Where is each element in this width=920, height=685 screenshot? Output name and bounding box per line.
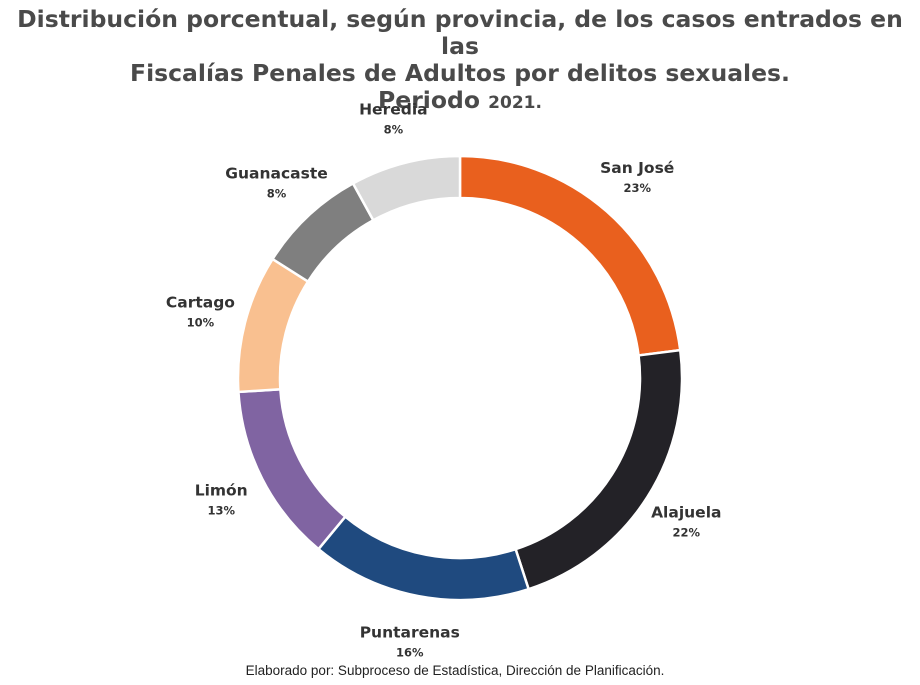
slice-label-limon: Limón 13% <box>195 482 248 518</box>
slice-label-cartago: Cartago 10% <box>166 293 235 329</box>
chart-title-period-word: Periodo <box>378 86 480 114</box>
donut-slice-limon <box>237 387 348 551</box>
category-label: Guanacaste <box>225 165 328 183</box>
donut-slices <box>236 154 684 602</box>
category-label: Puntarenas <box>360 623 460 641</box>
value-label: 8% <box>384 122 404 136</box>
value-label: 13% <box>207 504 235 518</box>
donut-slice-heredia <box>351 154 462 222</box>
value-label: 23% <box>623 181 651 195</box>
value-label: 22% <box>673 526 701 540</box>
slice-label-guanacaste: Guanacaste 8% <box>225 165 328 201</box>
donut-slice-cartago <box>236 257 310 394</box>
source-note: Elaborado por: Subproceso de Estadística… <box>245 663 665 678</box>
chart-title-line-1: Distribución porcentual, según provincia… <box>17 5 903 60</box>
donut-slice-guanacaste <box>270 181 375 284</box>
chart-title-line-2: Fiscalías Penales de Adultos por delitos… <box>130 59 790 87</box>
chart-title: Distribución porcentual, según provincia… <box>0 6 920 117</box>
category-label: San José <box>600 159 674 177</box>
value-label: 10% <box>187 315 215 329</box>
slice-label-heredia: Heredia 8% <box>359 100 428 136</box>
donut-slice-alajuela <box>514 348 684 591</box>
category-label: Alajuela <box>651 504 721 522</box>
chart-title-line-3: Periodo 2021. <box>0 87 920 117</box>
category-label: Cartago <box>166 293 235 311</box>
category-label: Heredia <box>359 100 428 118</box>
donut-labels: San José 23% Alajuela 22% Puntarenas 16% Limón… <box>166 100 722 659</box>
value-label: 8% <box>267 187 287 201</box>
category-label: Limón <box>195 482 248 500</box>
value-label: 16% <box>396 645 424 659</box>
slice-label-alajuela: Alajuela 22% <box>651 504 721 540</box>
donut-slice-puntarenas <box>316 514 531 602</box>
chart-title-year: 2021. <box>488 93 542 113</box>
slice-label-san-jose: San José 23% <box>600 159 674 195</box>
slice-label-puntarenas: Puntarenas 16% <box>360 623 460 659</box>
